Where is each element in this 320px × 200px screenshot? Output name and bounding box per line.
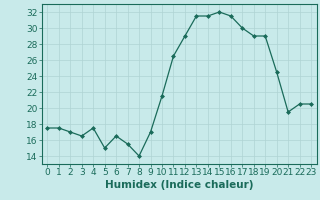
X-axis label: Humidex (Indice chaleur): Humidex (Indice chaleur) xyxy=(105,180,253,190)
